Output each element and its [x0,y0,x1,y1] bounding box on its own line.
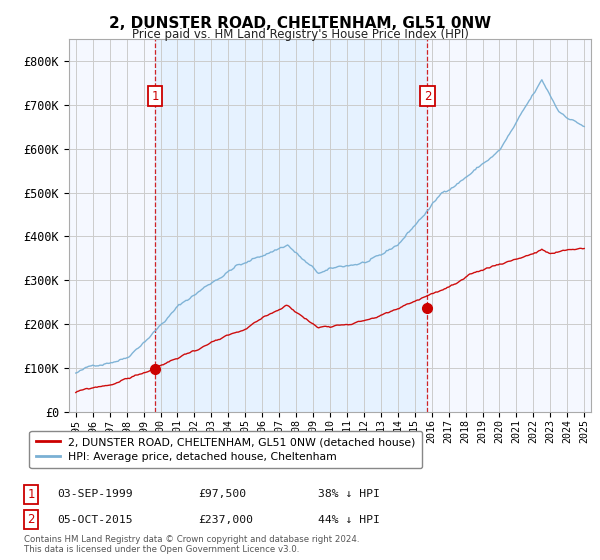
Text: Contains HM Land Registry data © Crown copyright and database right 2024.
This d: Contains HM Land Registry data © Crown c… [24,535,359,554]
Text: £97,500: £97,500 [198,489,246,500]
Text: 1: 1 [151,90,158,102]
Text: 2: 2 [424,90,431,102]
Text: 05-OCT-2015: 05-OCT-2015 [57,515,133,525]
Text: 44% ↓ HPI: 44% ↓ HPI [318,515,380,525]
Text: Price paid vs. HM Land Registry's House Price Index (HPI): Price paid vs. HM Land Registry's House … [131,28,469,41]
Text: 2, DUNSTER ROAD, CHELTENHAM, GL51 0NW: 2, DUNSTER ROAD, CHELTENHAM, GL51 0NW [109,16,491,31]
Text: 38% ↓ HPI: 38% ↓ HPI [318,489,380,500]
Legend: 2, DUNSTER ROAD, CHELTENHAM, GL51 0NW (detached house), HPI: Average price, deta: 2, DUNSTER ROAD, CHELTENHAM, GL51 0NW (d… [29,431,422,468]
Text: 03-SEP-1999: 03-SEP-1999 [57,489,133,500]
Text: £237,000: £237,000 [198,515,253,525]
Text: 1: 1 [28,488,35,501]
Text: 2: 2 [28,513,35,526]
Bar [155,39,427,412]
